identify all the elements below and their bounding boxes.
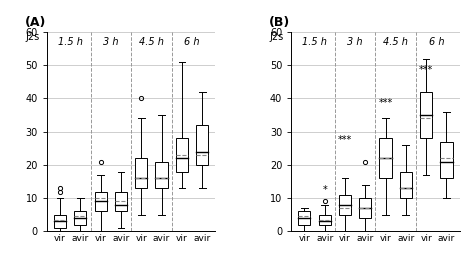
Bar <box>359 198 371 218</box>
Bar <box>339 195 351 215</box>
Bar <box>74 211 86 225</box>
Bar <box>318 215 331 225</box>
Text: (A): (A) <box>25 16 46 29</box>
Bar <box>156 162 167 188</box>
Bar <box>379 138 392 178</box>
Bar <box>196 125 208 165</box>
Text: ***: *** <box>338 135 352 145</box>
Text: 4.5 h: 4.5 h <box>383 37 408 47</box>
Text: (B): (B) <box>269 16 290 29</box>
Text: 6 h: 6 h <box>429 37 444 47</box>
Bar <box>95 192 107 211</box>
Bar <box>176 138 188 172</box>
Bar <box>115 192 127 211</box>
Text: ***: *** <box>419 65 433 75</box>
Bar <box>420 92 432 138</box>
Bar <box>135 158 147 188</box>
Text: 4.5 h: 4.5 h <box>139 37 164 47</box>
Text: J2s: J2s <box>269 32 284 42</box>
Bar <box>298 211 310 225</box>
Bar <box>440 142 453 178</box>
Text: 1.5 h: 1.5 h <box>58 37 83 47</box>
Text: 3 h: 3 h <box>348 37 363 47</box>
Text: 6 h: 6 h <box>184 37 200 47</box>
Text: *: * <box>322 185 327 195</box>
Text: 1.5 h: 1.5 h <box>302 37 327 47</box>
Bar <box>400 172 412 198</box>
Text: 3 h: 3 h <box>103 37 119 47</box>
Text: ***: *** <box>378 98 393 109</box>
Text: J2s: J2s <box>25 32 39 42</box>
Bar <box>54 215 66 228</box>
